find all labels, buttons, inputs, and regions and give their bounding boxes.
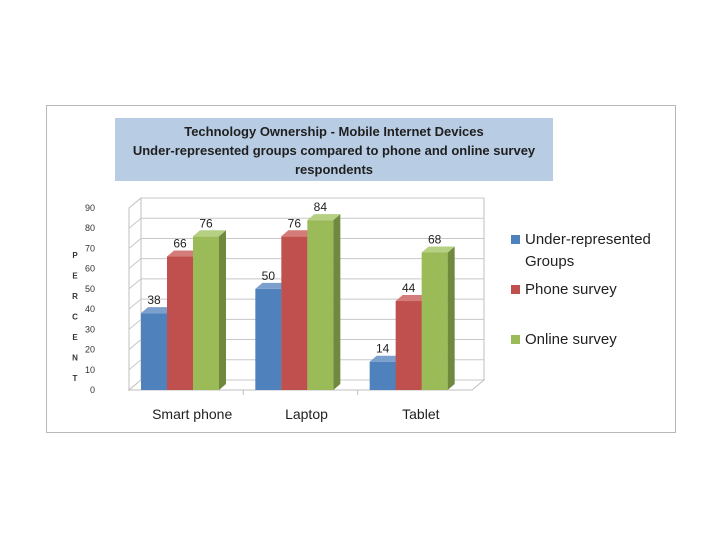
gridline xyxy=(128,278,484,290)
y-axis-label-letter: R xyxy=(72,292,78,301)
bar-top xyxy=(395,295,429,302)
y-axis-label-letter: T xyxy=(73,374,78,383)
x-category-label: Tablet xyxy=(402,406,439,422)
y-tick-label: 10 xyxy=(85,365,95,375)
bar-front xyxy=(193,236,219,390)
gridline xyxy=(128,298,484,310)
y-axis-label-letter: P xyxy=(72,251,78,260)
bar-side xyxy=(447,246,455,390)
x-category-label: Laptop xyxy=(285,406,328,422)
y-tick-label: 60 xyxy=(85,264,95,274)
data-label: 50 xyxy=(262,269,276,283)
legend-swatch xyxy=(511,335,520,344)
title-line-2: Under-represented groups compared to pho… xyxy=(133,143,536,158)
data-label: 14 xyxy=(376,342,390,356)
bar-top xyxy=(307,214,341,221)
bar-front xyxy=(281,236,308,390)
y-tick-label: 0 xyxy=(90,385,95,395)
bar-front xyxy=(421,252,448,390)
plot-area: 0 10 20 30 40 50 60 70 80 90 P E R C E N T Smart phone 38 6… xyxy=(72,196,486,422)
bar-side xyxy=(333,214,341,390)
bar-top xyxy=(369,355,403,362)
x-category-label: Smart phone xyxy=(152,406,232,422)
bar-top xyxy=(167,250,200,257)
legend-label: Groups xyxy=(525,253,574,270)
bar-top xyxy=(255,282,289,289)
data-label: 84 xyxy=(314,200,328,214)
y-tick-label: 30 xyxy=(85,324,95,334)
y-tick-label: 40 xyxy=(85,304,95,314)
bar-front xyxy=(255,288,282,390)
data-label: 76 xyxy=(288,216,302,230)
y-axis-label-letter: C xyxy=(72,313,78,322)
chart-title: Technology Ownership - Mobile Internet D… xyxy=(115,118,553,181)
bar-top xyxy=(141,307,174,314)
gridline xyxy=(128,258,484,270)
legend-swatch xyxy=(511,285,520,294)
legend-label: Online survey xyxy=(525,331,617,348)
legend-label: Phone survey xyxy=(525,281,617,298)
legend-label: Under-represented xyxy=(525,231,651,248)
y-tick-label: 20 xyxy=(85,345,95,355)
bar-front xyxy=(307,220,334,390)
data-label: 44 xyxy=(402,281,416,295)
bar-front xyxy=(369,361,396,390)
y-tick-label: 80 xyxy=(85,223,95,233)
data-label: 68 xyxy=(428,232,442,246)
chart-frame: Technology Ownership - Mobile Internet D… xyxy=(46,105,676,433)
y-tick-label: 90 xyxy=(85,203,95,213)
y-axis-label-letter: E xyxy=(72,272,78,281)
title-background xyxy=(115,118,553,181)
data-label: 76 xyxy=(199,216,213,230)
y-axis-label-letter: E xyxy=(72,333,78,342)
gridline xyxy=(128,217,484,229)
title-line-1: Technology Ownership - Mobile Internet D… xyxy=(184,124,484,139)
legend-swatch xyxy=(511,235,520,244)
y-tick-label: 70 xyxy=(85,243,95,253)
bar-front xyxy=(141,313,167,390)
gridline xyxy=(128,237,484,249)
bar-top xyxy=(193,230,226,237)
y-axis-label-letter: N xyxy=(72,354,78,363)
data-label: 66 xyxy=(173,237,187,251)
bar-top xyxy=(421,246,455,253)
data-label: 38 xyxy=(147,293,161,307)
chart-svg: Technology Ownership - Mobile Internet D… xyxy=(72,118,651,422)
gridline xyxy=(128,197,484,209)
legend: Under-represented Groups Phone survey Onlin… xyxy=(511,231,651,348)
title-line-3: respondents xyxy=(295,162,373,177)
bar-front xyxy=(395,301,422,390)
bar-top xyxy=(281,230,315,237)
bar-side xyxy=(219,230,226,390)
y-tick-label: 50 xyxy=(85,284,95,294)
bar-front xyxy=(167,256,193,390)
